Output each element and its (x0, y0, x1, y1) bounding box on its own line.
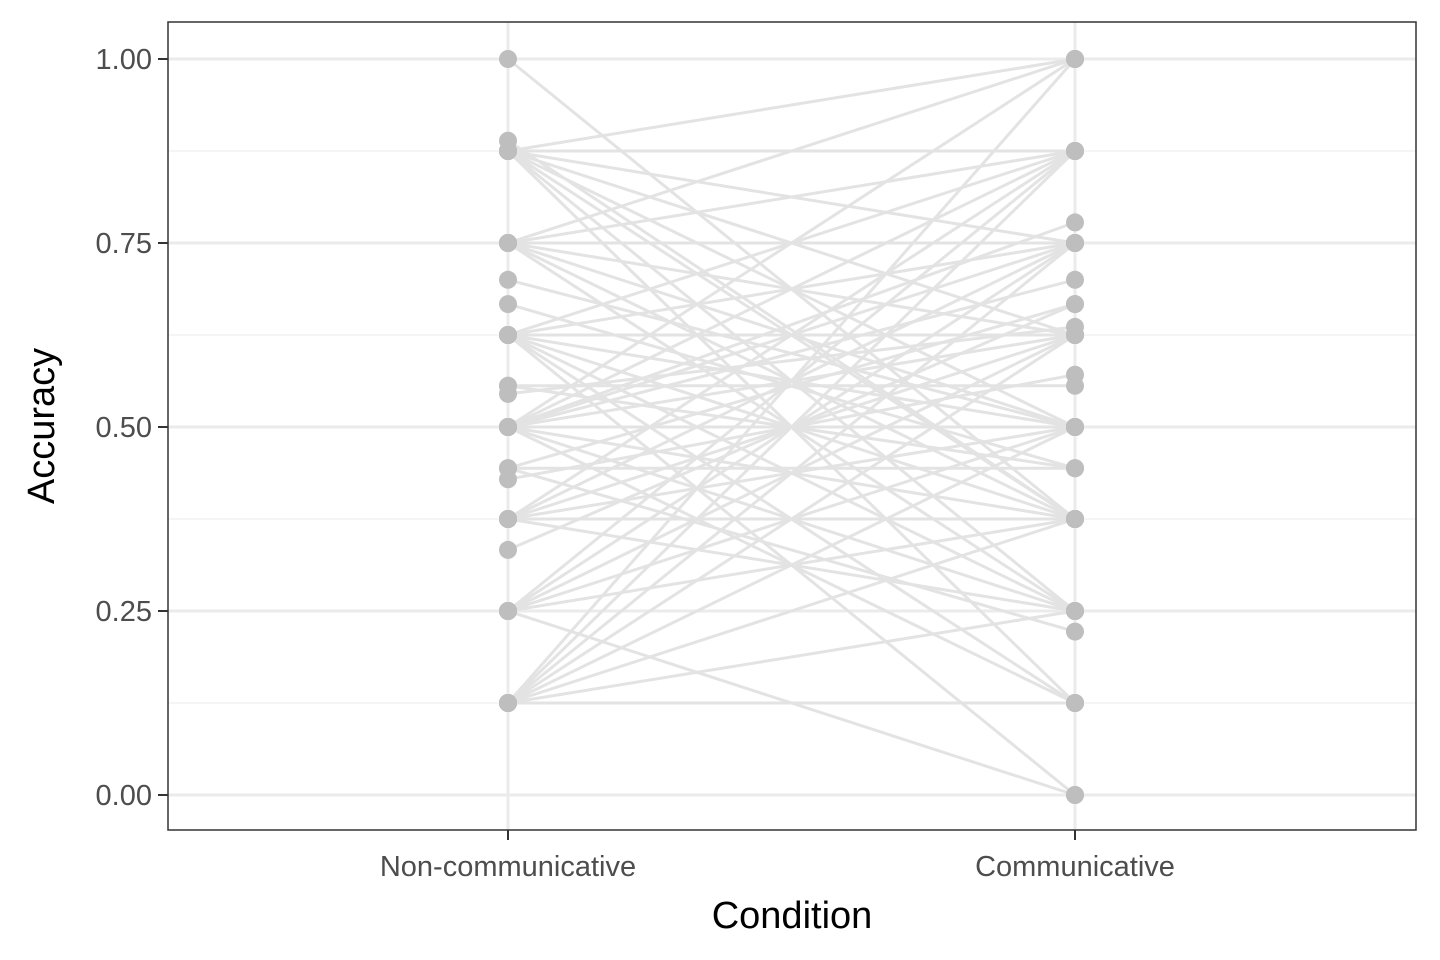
data-point (1066, 234, 1084, 252)
data-point (499, 510, 517, 528)
y-tick-label: 0.50 (96, 412, 152, 444)
data-point (499, 540, 517, 559)
pair-lines (506, 57, 1077, 797)
data-points (499, 50, 1084, 804)
data-point (1066, 326, 1084, 344)
data-point (499, 270, 517, 289)
y-tick-label: 0.00 (96, 780, 152, 812)
pair-line (507, 220, 1076, 429)
data-point (499, 295, 517, 314)
y-tick-label: 1.00 (96, 44, 152, 76)
pair-line (507, 241, 1076, 705)
data-point (1066, 418, 1084, 436)
data-point (1066, 50, 1084, 68)
pair-line (507, 425, 1076, 705)
data-point (1066, 510, 1084, 528)
data-point (1066, 213, 1084, 232)
y-tick-label: 0.75 (96, 228, 152, 260)
pair-line (507, 333, 1076, 705)
pair-line (507, 149, 1076, 429)
pair-line (507, 517, 1076, 705)
data-point (1066, 365, 1084, 384)
data-point (499, 470, 517, 489)
x-tick-label: Communicative (975, 851, 1175, 883)
pair-line (507, 325, 1076, 396)
x-tick-label: Non-communicative (380, 851, 636, 883)
data-point (499, 50, 517, 68)
data-point (1066, 622, 1084, 641)
data-point (499, 326, 517, 344)
data-point (499, 418, 517, 436)
data-point (499, 384, 517, 403)
y-tick-label: 0.25 (96, 596, 152, 628)
pair-line (507, 57, 1076, 429)
data-point (1066, 459, 1084, 478)
data-point (499, 694, 517, 712)
x-axis-title: Condition (712, 895, 873, 937)
data-point (1066, 786, 1084, 804)
pair-line (507, 57, 1076, 153)
pair-line (506, 58, 1077, 704)
pair-line (507, 609, 1076, 705)
data-point (499, 234, 517, 252)
data-point (1066, 694, 1084, 712)
data-point (1066, 270, 1084, 289)
y-axis-title: Accuracy (21, 348, 63, 504)
pair-line (506, 149, 1077, 705)
data-point (499, 602, 517, 620)
pair-line (507, 466, 1076, 634)
pair-line (507, 57, 1076, 245)
pair-line (507, 302, 1076, 470)
data-point (1066, 295, 1084, 314)
data-point (1066, 142, 1084, 160)
axes: 0.00 0.25 0.50 0.75 1.00 Non-communicative Com… (96, 44, 1175, 883)
data-point (499, 142, 517, 160)
pair-line (507, 149, 1076, 521)
data-point (1066, 602, 1084, 620)
